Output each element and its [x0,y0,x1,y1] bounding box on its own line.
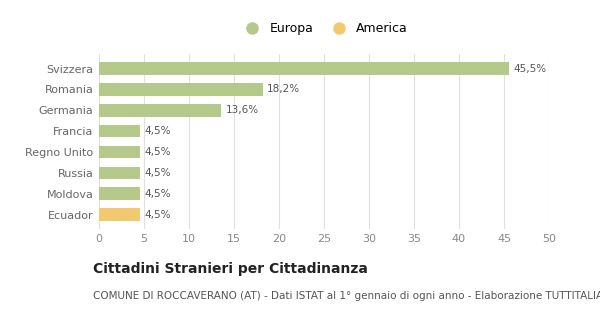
Bar [99,146,139,158]
Bar [99,62,509,75]
Bar [99,83,263,96]
Text: 13,6%: 13,6% [226,105,259,115]
Text: 45,5%: 45,5% [513,64,546,74]
Bar [99,167,139,179]
Text: 4,5%: 4,5% [144,189,170,199]
Legend: Europa, America: Europa, America [240,22,408,35]
Text: COMUNE DI ROCCAVERANO (AT) - Dati ISTAT al 1° gennaio di ogni anno - Elaborazion: COMUNE DI ROCCAVERANO (AT) - Dati ISTAT … [93,291,600,301]
Bar [99,208,139,221]
Text: Cittadini Stranieri per Cittadinanza: Cittadini Stranieri per Cittadinanza [93,262,368,276]
Text: 4,5%: 4,5% [144,126,170,136]
Bar [99,188,139,200]
Bar [99,125,139,137]
Text: 4,5%: 4,5% [144,147,170,157]
Text: 4,5%: 4,5% [144,168,170,178]
Text: 18,2%: 18,2% [267,84,301,94]
Text: 4,5%: 4,5% [144,210,170,220]
Bar [99,104,221,116]
